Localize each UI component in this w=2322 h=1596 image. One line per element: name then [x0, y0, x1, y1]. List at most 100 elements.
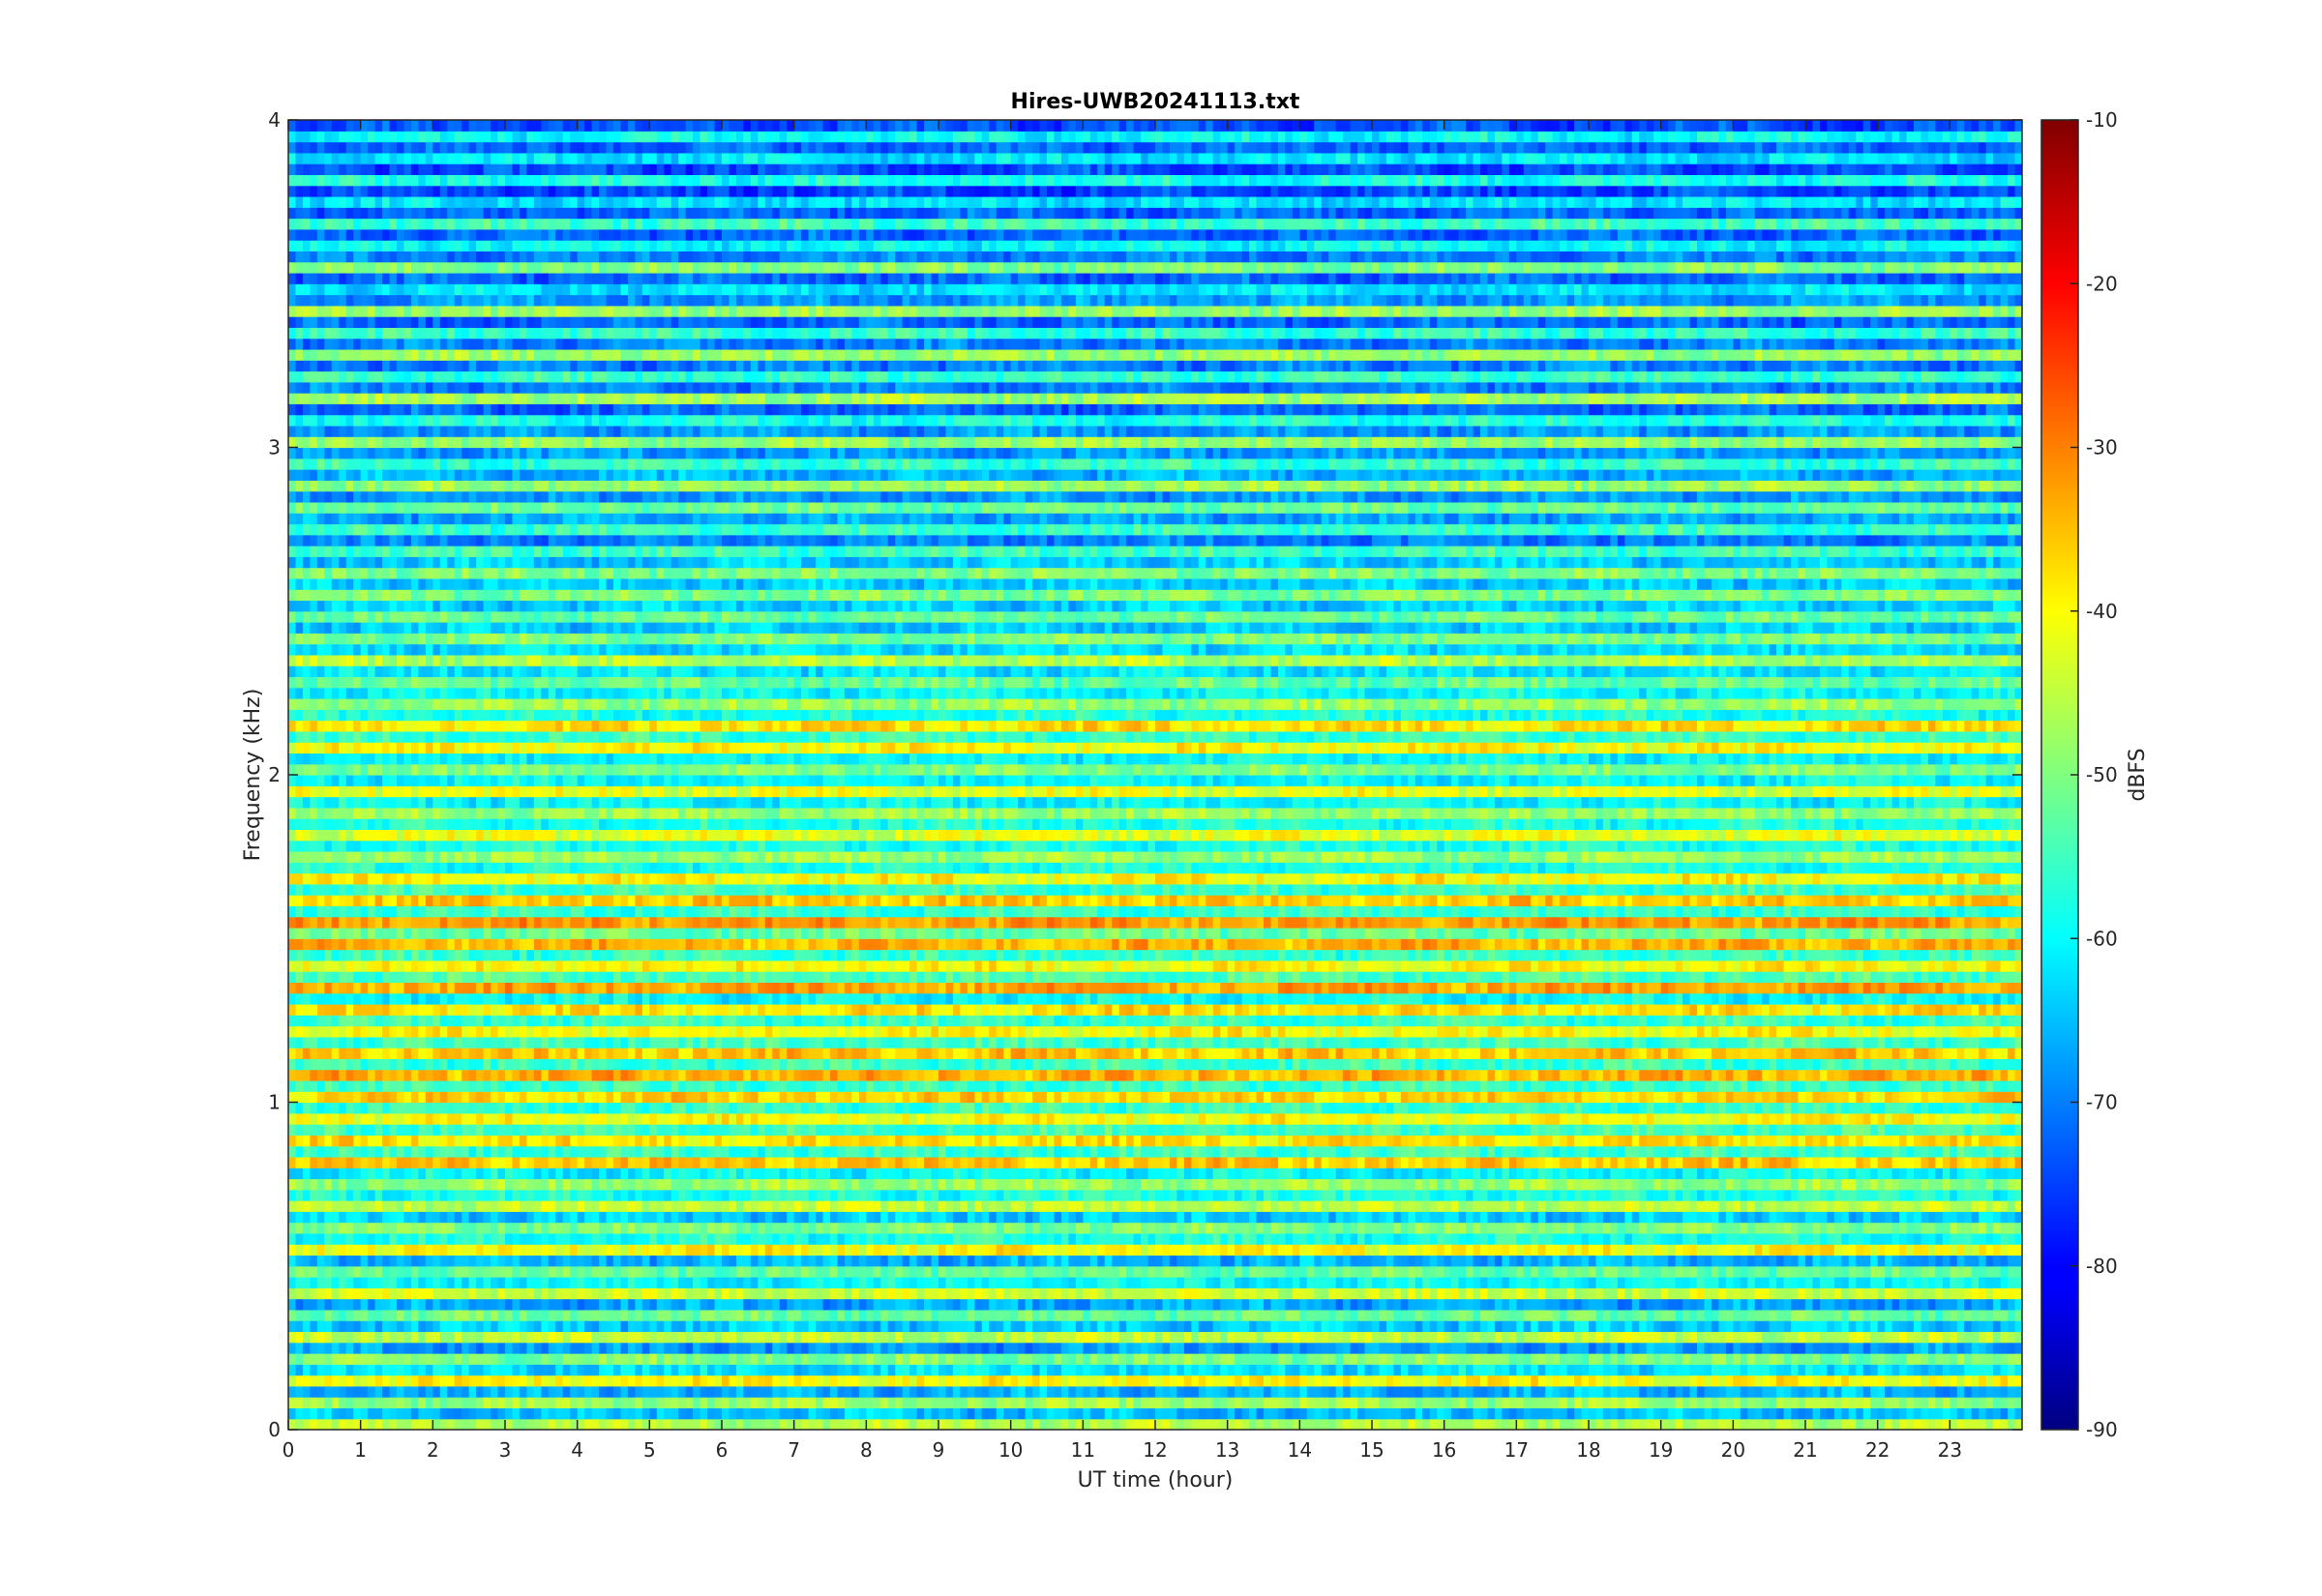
heatmap-cell	[656, 1222, 665, 1234]
heatmap-cell	[1660, 1265, 1669, 1278]
heatmap-cell	[1321, 1232, 1329, 1245]
heatmap-cell	[887, 1309, 896, 1321]
heatmap-cell	[880, 1287, 889, 1300]
heatmap-cell	[887, 1244, 896, 1256]
heatmap-cell	[931, 1200, 939, 1212]
heatmap-cell	[1956, 1222, 1965, 1234]
heatmap-cell	[302, 1298, 311, 1311]
heatmap-cell	[454, 1287, 462, 1300]
heatmap-cell	[1018, 1200, 1027, 1212]
heatmap-cell	[1581, 1385, 1590, 1398]
heatmap-cell	[606, 1397, 614, 1409]
heatmap-cell	[887, 1265, 896, 1278]
heatmap-cell	[606, 1211, 614, 1224]
heatmap-cell	[1003, 1211, 1012, 1224]
heatmap-cell	[1508, 1364, 1517, 1376]
heatmap-cell	[1920, 1298, 1929, 1311]
heatmap-cell	[2000, 1418, 2009, 1430]
heatmap-cell	[1711, 1364, 1719, 1376]
heatmap-cell	[1697, 1309, 1706, 1321]
heatmap-cell	[461, 1211, 470, 1224]
heatmap-cell	[873, 1200, 881, 1212]
heatmap-cell	[735, 1255, 744, 1267]
heatmap-cell	[1885, 1331, 1893, 1344]
heatmap-cell	[1018, 1232, 1027, 1245]
heatmap-cell	[1385, 1407, 1394, 1420]
heatmap-cell	[1444, 1309, 1452, 1321]
heatmap-cell	[641, 1265, 650, 1278]
heatmap-cell	[1805, 1397, 1814, 1409]
heatmap-cell	[1523, 1287, 1532, 1300]
heatmap-cell	[620, 1298, 629, 1311]
heatmap-cell	[1914, 1385, 1922, 1398]
heatmap-cell	[1393, 1407, 1402, 1420]
heatmap-cell	[981, 1287, 990, 1300]
heatmap-cell	[389, 1277, 398, 1288]
heatmap-cell	[678, 1331, 687, 1344]
heatmap-cell	[693, 1418, 701, 1430]
heatmap-cell	[1631, 1353, 1640, 1365]
heatmap-cell	[1704, 1364, 1712, 1376]
heatmap-cell	[1270, 1277, 1279, 1288]
heatmap-cell	[1856, 1320, 1864, 1333]
heatmap-cell	[656, 1265, 665, 1278]
heatmap-cell	[1537, 1232, 1546, 1245]
heatmap-cell	[1089, 1385, 1098, 1398]
heatmap-cell	[1964, 1298, 1973, 1311]
heatmap-cell	[570, 1222, 579, 1234]
heatmap-cell	[1256, 1418, 1265, 1430]
heatmap-cell	[1285, 1320, 1294, 1333]
heatmap-cell	[1754, 1298, 1763, 1311]
heatmap-cell	[909, 1255, 918, 1267]
heatmap-cell	[447, 1342, 456, 1354]
heatmap-cell	[960, 1277, 968, 1288]
heatmap-cell	[505, 1309, 514, 1321]
heatmap-cell	[1112, 1211, 1120, 1224]
heatmap-cell	[1097, 1342, 1106, 1354]
heatmap-cell	[1805, 1309, 1814, 1321]
heatmap-cell	[497, 1331, 506, 1344]
heatmap-cell	[1191, 1287, 1200, 1300]
heatmap-cell	[1372, 1232, 1381, 1245]
heatmap-cell	[1740, 1385, 1748, 1398]
heatmap-cell	[389, 1397, 398, 1409]
heatmap-cell	[1075, 1397, 1084, 1409]
heatmap-cell	[779, 1298, 788, 1311]
heatmap-cell	[1602, 1277, 1611, 1288]
heatmap-cell	[1444, 1418, 1452, 1430]
heatmap-cell	[1379, 1342, 1387, 1354]
heatmap-cell	[1220, 1265, 1229, 1278]
heatmap-cell	[1812, 1364, 1821, 1376]
heatmap-cell	[1762, 1255, 1771, 1267]
heatmap-cell	[519, 1320, 527, 1333]
heatmap-cell	[880, 1385, 889, 1398]
heatmap-cell	[1169, 1277, 1177, 1288]
heatmap-cell	[1321, 1265, 1329, 1278]
heatmap-cell	[1314, 1331, 1323, 1344]
heatmap-cell	[541, 1364, 550, 1376]
heatmap-cell	[967, 1353, 975, 1365]
heatmap-cell	[1776, 1265, 1785, 1278]
heatmap-cell	[1833, 1374, 1842, 1387]
heatmap-cell	[1697, 1385, 1706, 1398]
heatmap-cell	[418, 1255, 427, 1267]
heatmap-cell	[1047, 1287, 1056, 1300]
heatmap-cell	[1025, 1211, 1033, 1224]
heatmap-cell	[1133, 1364, 1142, 1376]
heatmap-cell	[1979, 1211, 1987, 1224]
heatmap-cell	[1494, 1374, 1503, 1387]
heatmap-cell	[1545, 1298, 1554, 1311]
heatmap-cell	[1581, 1364, 1590, 1376]
heatmap-cell	[1891, 1407, 1900, 1420]
heatmap-cell	[808, 1277, 817, 1288]
heatmap-cell	[851, 1255, 860, 1267]
heatmap-cell	[382, 1385, 391, 1398]
heatmap-cell	[989, 1407, 997, 1420]
heatmap-cell	[1602, 1418, 1611, 1430]
heatmap-cell	[1379, 1385, 1387, 1398]
heatmap-cell	[548, 1353, 556, 1365]
heatmap-cell	[1328, 1255, 1337, 1267]
heatmap-cell	[1075, 1211, 1084, 1224]
heatmap-cell	[1502, 1277, 1510, 1288]
heatmap-cell	[1537, 1277, 1546, 1288]
